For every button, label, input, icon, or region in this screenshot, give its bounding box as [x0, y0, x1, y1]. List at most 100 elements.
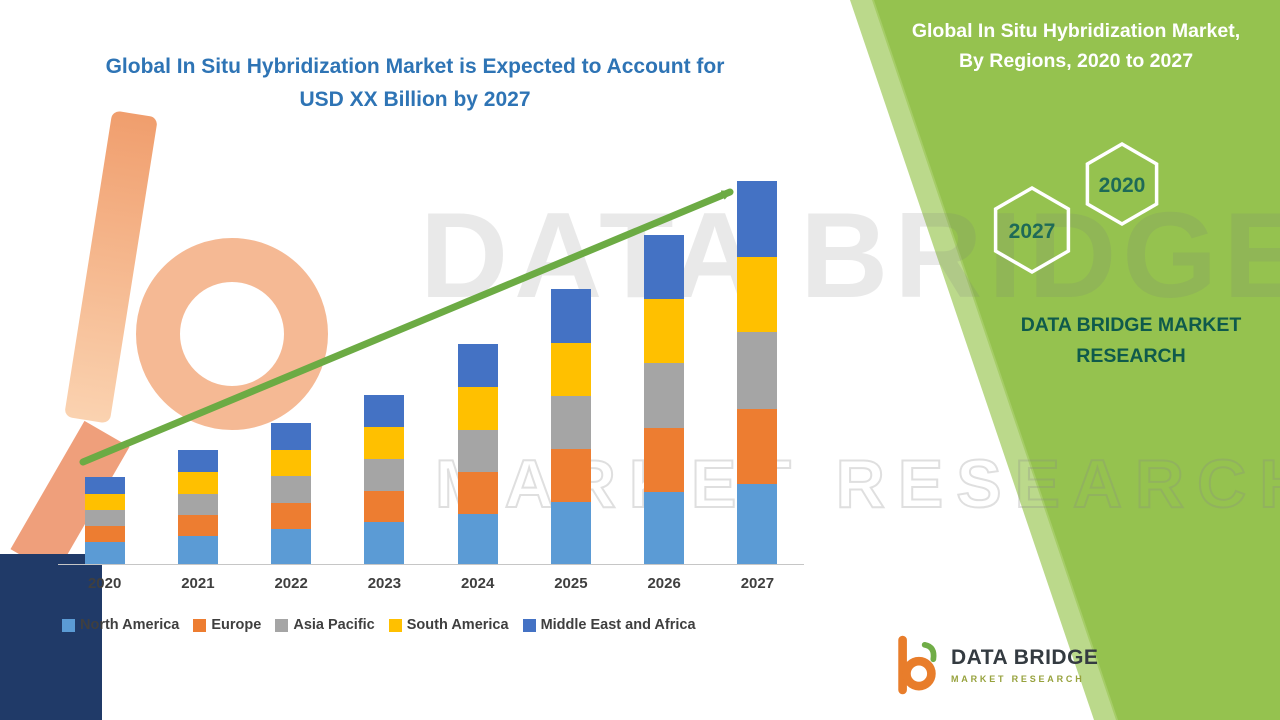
legend-label-south-america: South America [406, 617, 509, 633]
bar-segment-2027-middle-east-and-africa [737, 181, 778, 258]
bar-group-2027 [711, 163, 804, 564]
bar-stack-2020 [84, 476, 125, 564]
hexagon-2020-outline [1085, 142, 1159, 227]
legend-swatch-asia-pacific [275, 618, 289, 632]
bar-segment-2027-europe [737, 408, 778, 484]
legend-label-north-america: North America [80, 617, 180, 633]
hexagon-badges: 2020 2027 [993, 142, 1159, 275]
bar-group-2020 [58, 163, 151, 564]
bar-segment-2021-south-america [177, 471, 218, 494]
x-axis-labels: 2020 2021 2022 2023 2024 2025 2026 2027 [58, 575, 804, 592]
bar-segment-2022-north-america [271, 528, 312, 564]
chart-legend: North America Europe Asia Pacific South Ame… [62, 617, 696, 633]
x-axis-label-2020: 2020 [87, 575, 122, 592]
bar-segment-2025-asia-pacific [550, 395, 591, 449]
bar-segment-2023-europe [364, 490, 405, 522]
company-logo-tagline: MARKET RESEARCH [951, 674, 1085, 684]
bar-segment-2026-south-america [644, 299, 685, 364]
bar-chart-plot-area [58, 163, 804, 565]
bar-stack-2025 [550, 289, 591, 564]
legend-item-south-america: South America [388, 617, 509, 633]
legend-label-europe: Europe [211, 617, 262, 633]
x-axis-label-2027: 2027 [740, 575, 775, 592]
x-axis-label-2026: 2026 [647, 575, 681, 592]
chart-title-line1: Global In Situ Hybridization Market is E… [105, 55, 725, 78]
chart-title: Global In Situ Hybridization Market is E… [75, 50, 755, 116]
bar-segment-2024-europe [457, 471, 498, 514]
bar-segment-2021-middle-east-and-africa [177, 449, 218, 472]
bar-group-2021 [151, 163, 244, 564]
bar-segment-2021-north-america [177, 535, 218, 564]
bar-segment-2022-south-america [271, 449, 312, 476]
side-panel-brand-line1: DATA BRIDGE MARKET [1020, 314, 1242, 336]
legend-label-asia-pacific: Asia Pacific [293, 617, 375, 633]
bar-stack-2023 [364, 394, 405, 564]
bar-group-2022 [245, 163, 338, 564]
side-panel-title-line1: Global In Situ Hybridization Market, [911, 20, 1241, 42]
legend-item-europe: Europe [193, 617, 261, 633]
bar-segment-2026-middle-east-and-africa [644, 235, 685, 300]
bar-segment-2025-south-america [550, 342, 591, 396]
hexagon-2020-label: 2020 [1099, 174, 1146, 197]
legend-item-north-america: North America [62, 617, 179, 633]
hexagon-2027-outline [993, 185, 1071, 275]
legend-item-middle-east-and-africa: Middle East and Africa [522, 617, 696, 633]
side-panel-brand-line2: RESEARCH [1076, 345, 1186, 367]
bar-segment-2027-asia-pacific [737, 332, 778, 409]
bar-segment-2024-asia-pacific [457, 429, 498, 472]
bar-stack-2021 [177, 449, 218, 564]
hexagon-2027-label: 2027 [1009, 220, 1056, 243]
bar-segment-2026-asia-pacific [644, 363, 685, 428]
bar-stack-2022 [271, 422, 312, 564]
bar-segment-2021-europe [177, 514, 218, 536]
bar-stack-2026 [644, 235, 685, 564]
bar-segment-2020-europe [84, 525, 125, 542]
bar-segment-2025-north-america [550, 501, 591, 564]
bar-segment-2027-south-america [737, 257, 778, 333]
bar-segment-2020-north-america [84, 541, 125, 564]
x-axis-label-2023: 2023 [367, 575, 402, 592]
company-logo: DATA BRIDGE MARKET RESEARCH [893, 626, 1123, 704]
watermark-logo-navy-block [0, 554, 102, 720]
bar-segment-2022-middle-east-and-africa [271, 422, 312, 450]
bar-segment-2024-north-america [457, 513, 498, 564]
bar-segment-2022-asia-pacific [271, 475, 312, 503]
bar-group-2023 [338, 163, 431, 564]
side-panel-brand-text: DATA BRIDGE MARKET RESEARCH [985, 310, 1277, 372]
bar-group-2024 [431, 163, 524, 564]
x-axis-label-2022: 2022 [274, 575, 308, 592]
legend-swatch-north-america [62, 618, 75, 632]
x-axis-label-2024: 2024 [460, 575, 495, 592]
bar-segment-2024-south-america [457, 386, 498, 430]
bar-stack-2024 [457, 343, 498, 564]
bar-segment-2023-south-america [364, 426, 405, 459]
bar-segment-2023-north-america [364, 521, 405, 564]
legend-swatch-south-america [388, 618, 402, 632]
bar-segment-2025-middle-east-and-africa [550, 289, 591, 343]
legend-swatch-europe [193, 618, 207, 632]
trend-arrow [79, 188, 734, 466]
chart-title-line2: USD XX Billion by 2027 [299, 88, 531, 111]
bar-segment-2026-europe [644, 427, 685, 492]
x-axis-label-2021: 2021 [181, 575, 215, 592]
bar-segment-2020-asia-pacific [84, 509, 125, 526]
company-logo-name: DATA BRIDGE [951, 646, 1099, 669]
company-logo-text: DATA BRIDGE MARKET RESEARCH [951, 646, 1098, 684]
company-logo-icon [898, 635, 937, 695]
bar-segment-2026-north-america [644, 491, 685, 564]
legend-swatch-middle-east-and-africa [522, 618, 536, 632]
x-axis-label-2025: 2025 [554, 575, 588, 592]
legend-item-asia-pacific: Asia Pacific [275, 617, 375, 633]
bar-group-2026 [618, 163, 711, 564]
bar-segment-2025-europe [550, 448, 591, 502]
legend-label-middle-east-and-africa: Middle East and Africa [540, 617, 696, 633]
bar-segment-2021-asia-pacific [177, 493, 218, 515]
bar-segment-2020-south-america [84, 493, 125, 510]
bar-segment-2020-middle-east-and-africa [84, 476, 125, 494]
bar-segment-2024-middle-east-and-africa [457, 343, 498, 387]
side-panel-title-line2: By Regions, 2020 to 2027 [958, 50, 1194, 72]
bar-segment-2023-middle-east-and-africa [364, 394, 405, 427]
bar-group-2025 [524, 163, 617, 564]
bar-stack-2027 [737, 181, 778, 564]
bar-segment-2022-europe [271, 502, 312, 529]
